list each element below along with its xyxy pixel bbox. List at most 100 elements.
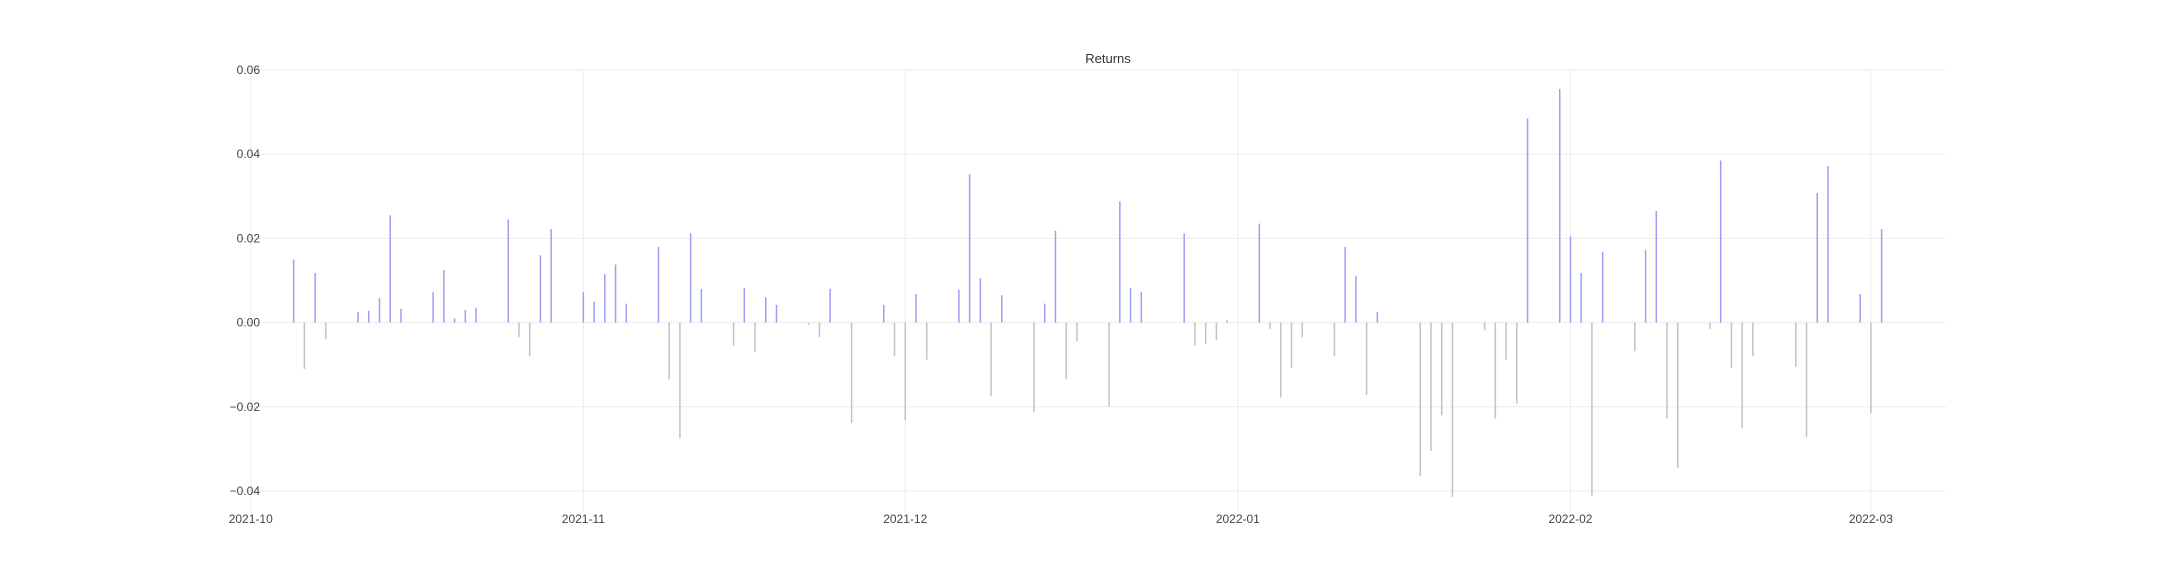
return-bar-negative	[1494, 322, 1497, 419]
grid-layer	[240, 69, 1946, 512]
y-tick-label: 0.06	[237, 63, 261, 77]
return-bar-positive	[1719, 160, 1722, 323]
return-bar-positive	[464, 309, 467, 323]
return-bar-negative	[1634, 322, 1636, 352]
return-bar-negative	[1215, 322, 1218, 341]
return-bar-negative	[303, 322, 306, 369]
return-bar-positive	[1880, 229, 1883, 323]
return-bar-positive	[1001, 295, 1003, 323]
y-tick-label: 0.00	[237, 316, 261, 330]
return-bar-negative	[1795, 322, 1797, 367]
return-bar-negative	[1290, 322, 1293, 369]
return-bar-negative	[1301, 322, 1303, 338]
return-bar-negative	[1752, 322, 1754, 357]
return-bar-negative	[325, 322, 327, 340]
y-tick-label: 0.04	[237, 147, 261, 161]
return-bar-negative	[1033, 322, 1035, 412]
return-bar-negative	[1365, 322, 1368, 395]
return-bar-positive	[314, 272, 316, 323]
return-bar-negative	[1730, 322, 1733, 369]
return-bar-positive	[1355, 276, 1357, 323]
return-bar-positive	[1129, 288, 1132, 323]
return-bar-positive	[593, 301, 595, 323]
return-bar-positive	[968, 174, 971, 323]
return-bar-positive	[1226, 320, 1228, 323]
return-bar-negative	[1108, 322, 1110, 407]
return-bar-positive	[475, 307, 477, 323]
return-bar-negative	[850, 322, 853, 423]
x-tick-label: 2021-10	[229, 512, 273, 526]
return-bar-negative	[1280, 322, 1282, 398]
x-tick-label: 2021-12	[883, 512, 927, 526]
return-bar-positive	[400, 308, 402, 323]
return-bar-positive	[1827, 165, 1829, 323]
return-bar-positive	[357, 312, 359, 323]
return-bar-positive	[958, 289, 960, 323]
return-bar-positive	[1054, 230, 1057, 323]
return-bar-negative	[1591, 322, 1593, 497]
return-bar-positive	[625, 303, 628, 323]
return-bar-negative	[1516, 322, 1518, 404]
x-tick-label: 2021-11	[562, 512, 605, 526]
return-bar-positive	[1655, 211, 1658, 323]
return-bar-negative	[518, 322, 520, 338]
return-bar-positive	[689, 233, 692, 323]
chart-title: Returns	[1085, 51, 1131, 66]
return-bar-negative	[679, 322, 681, 439]
return-bar-positive	[1859, 293, 1861, 323]
return-bar-positive	[1258, 223, 1261, 323]
return-bar-negative	[925, 322, 928, 360]
return-bar-positive	[775, 304, 778, 323]
return-bar-positive	[915, 293, 917, 323]
return-bar-negative	[1269, 322, 1271, 329]
return-bar-negative	[1505, 322, 1507, 360]
return-bar-positive	[1183, 233, 1185, 323]
return-bar-negative	[1483, 322, 1486, 331]
return-bar-negative	[818, 322, 821, 338]
return-bar-positive	[829, 288, 831, 323]
ticks-layer: −0.04 −0.02 0.00 0.02 0.04 0.06 2021-10 2021-11…	[229, 63, 1894, 526]
return-bar-negative	[1666, 322, 1668, 419]
return-bar-positive	[453, 318, 456, 323]
return-bar-negative	[668, 322, 670, 380]
return-bar-positive	[883, 304, 885, 323]
return-bar-positive	[1569, 236, 1572, 323]
x-tick-label: 2022-02	[1548, 512, 1592, 526]
return-bar-negative	[1451, 322, 1454, 498]
return-bar-negative	[1419, 322, 1422, 477]
return-bar-positive	[292, 259, 295, 323]
return-bar-negative	[1194, 322, 1196, 346]
return-bar-negative	[528, 322, 531, 357]
return-bar-positive	[539, 255, 542, 323]
return-bar-positive	[1140, 292, 1143, 323]
return-bar-positive	[979, 278, 982, 323]
return-bar-negative	[1076, 322, 1078, 342]
return-bar-negative	[1204, 322, 1207, 344]
return-bar-negative	[807, 322, 810, 325]
return-bar-negative	[990, 322, 992, 397]
return-bar-positive	[1043, 303, 1046, 323]
return-bar-negative	[1333, 322, 1336, 357]
return-bar-negative	[1430, 322, 1432, 451]
return-bar-positive	[657, 246, 660, 323]
return-bar-negative	[1870, 322, 1872, 414]
return-bar-positive	[582, 292, 585, 323]
return-bar-positive	[614, 264, 617, 323]
return-bar-positive	[1580, 272, 1582, 323]
return-bar-negative	[754, 322, 756, 353]
y-tick-label: −0.04	[230, 484, 261, 498]
return-bar-positive	[378, 298, 381, 323]
return-bar-positive	[1119, 201, 1121, 323]
y-tick-label: −0.02	[230, 400, 261, 414]
return-bar-positive	[1558, 88, 1561, 323]
return-bar-negative	[1709, 322, 1711, 329]
return-bar-positive	[432, 292, 434, 323]
return-bar-positive	[1526, 118, 1529, 323]
return-bar-positive	[743, 288, 746, 323]
return-bar-positive	[1344, 246, 1346, 323]
return-bar-positive	[764, 297, 767, 323]
y-tick-label: 0.02	[237, 231, 261, 245]
return-bar-negative	[904, 322, 906, 421]
bars-layer	[292, 88, 1883, 498]
